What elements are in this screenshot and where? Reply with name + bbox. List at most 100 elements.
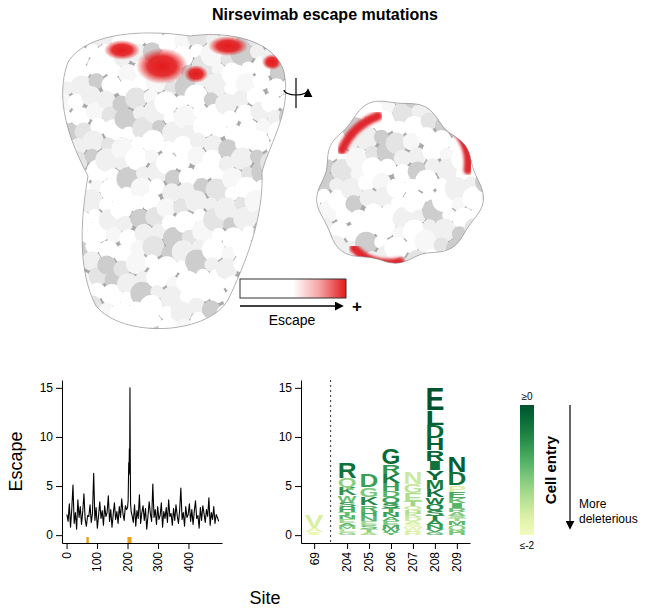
surface-patch <box>283 331 306 354</box>
surface-patch <box>233 312 255 334</box>
surface-patch <box>133 12 155 34</box>
tick-mark <box>391 543 392 549</box>
surface-patch <box>279 259 295 275</box>
deleterious-arrow <box>569 405 570 528</box>
surface-patch <box>403 85 426 108</box>
surface-patch <box>276 135 300 159</box>
surface-patch <box>298 238 315 255</box>
surface-patch <box>284 185 299 200</box>
surface-patch <box>304 102 323 121</box>
surface-patch <box>57 288 77 308</box>
surface-patch <box>55 51 69 65</box>
surface-patch <box>92 14 106 28</box>
structure-side <box>36 12 306 356</box>
tick: 400 <box>182 543 196 572</box>
logo-letter: D <box>360 471 379 491</box>
surface-patch <box>422 84 437 99</box>
tick-mark <box>56 437 62 438</box>
surface-patch <box>40 70 64 94</box>
surface-patch <box>51 257 73 279</box>
tick-mark <box>295 437 301 438</box>
tick-mark <box>347 543 348 549</box>
surface-patch <box>97 91 116 110</box>
surface-patch <box>437 250 458 271</box>
surface-patch <box>40 313 59 332</box>
surface-patch <box>57 226 81 250</box>
surface-patch <box>286 20 301 35</box>
surface-patch <box>361 261 385 285</box>
surface-patch <box>462 234 480 252</box>
surface-patch <box>195 13 212 30</box>
surface-patch <box>312 232 331 251</box>
surface-patch <box>36 40 59 63</box>
surface-patch <box>481 218 499 236</box>
surface-patch <box>486 160 500 174</box>
surface-patch <box>285 228 303 246</box>
surface-patch <box>72 15 95 38</box>
surface-patch <box>37 235 61 259</box>
surface-patch <box>313 110 335 132</box>
surface-patch <box>185 190 207 212</box>
surface-patch <box>188 298 205 315</box>
surface-patch <box>208 14 230 36</box>
surface-patch <box>56 246 70 260</box>
surface-patch <box>282 166 305 189</box>
surface-patch <box>270 229 287 246</box>
surface-patch <box>278 94 294 110</box>
surface-patch <box>223 333 245 355</box>
tick: 15 <box>40 381 62 395</box>
x-axis-title: Site <box>249 588 280 608</box>
surface-patch <box>279 49 296 66</box>
axis: 051015 <box>40 381 63 544</box>
surface-base <box>310 95 490 275</box>
surface-patch <box>303 252 322 271</box>
rotation-axis <box>295 78 296 108</box>
surface-patch <box>278 242 298 262</box>
surface-patch <box>250 238 267 255</box>
surface-patch <box>421 112 438 129</box>
site-gap <box>330 380 331 543</box>
tick-mark <box>435 543 436 549</box>
surface-patch <box>107 333 121 347</box>
surface-patch <box>260 151 284 175</box>
tick: 205 <box>362 543 376 572</box>
escape-patch <box>104 40 140 60</box>
tick-mark <box>369 543 370 549</box>
escape-patch <box>262 54 282 70</box>
surface-patch <box>301 118 318 135</box>
tick: 200 <box>121 543 135 572</box>
tick: 0 <box>46 528 62 542</box>
tick: 206 <box>384 543 398 572</box>
surface-patch <box>79 189 103 213</box>
entry-colorbar <box>520 405 534 535</box>
surface-patch <box>431 130 451 150</box>
tick: 10 <box>279 430 301 444</box>
tick: 209 <box>450 543 464 572</box>
tick-mark <box>314 543 315 549</box>
surface-patch <box>314 129 328 143</box>
surface-patch <box>69 316 91 338</box>
tick: 0 <box>60 543 74 559</box>
surface-patch <box>262 258 282 278</box>
surface-patch <box>231 148 253 170</box>
tick-mark <box>457 543 458 549</box>
surface-patch <box>184 84 207 107</box>
surface-patch <box>446 239 467 260</box>
rotation-arrow <box>284 90 308 95</box>
surface-patch <box>41 176 62 197</box>
surface-patch <box>38 132 58 152</box>
surface-patch <box>166 335 183 352</box>
surface-patch <box>257 15 271 29</box>
surface-patch <box>410 269 425 284</box>
surface-patch <box>450 90 468 108</box>
surface-patch <box>481 140 505 164</box>
surface-patch <box>271 171 285 185</box>
structure-top <box>295 80 504 289</box>
tick: 300 <box>151 543 165 572</box>
surface-patch <box>154 91 177 114</box>
colorbar-annotation: Moredeleterious <box>579 497 638 526</box>
axis: 0100200300400 <box>60 543 223 572</box>
escape-high-label: + <box>352 297 362 316</box>
surface-patch <box>333 99 355 121</box>
surface-patch <box>211 332 227 348</box>
